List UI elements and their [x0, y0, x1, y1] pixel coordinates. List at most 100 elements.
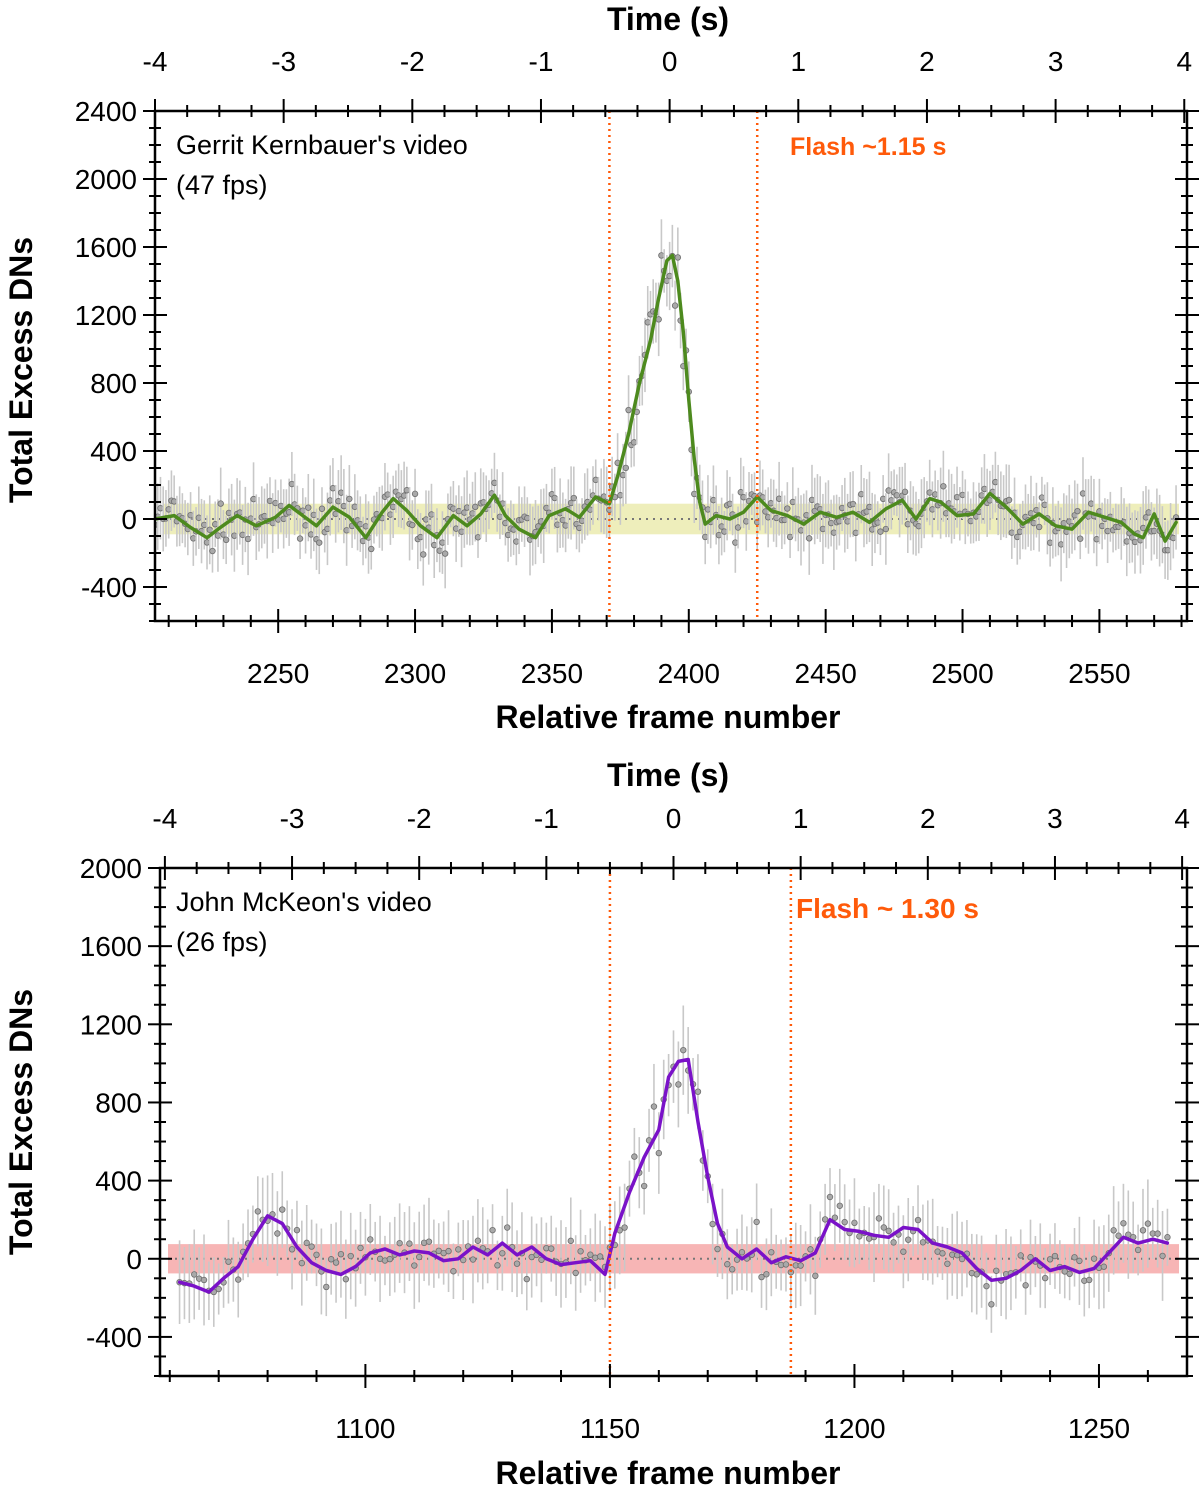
y-tick-label: 2000: [80, 853, 142, 884]
time-axis-title: Time (s): [607, 757, 729, 793]
time-axis-title: Time (s): [607, 1, 729, 37]
data-point: [1164, 1234, 1171, 1241]
data-point: [209, 547, 216, 555]
data-point: [674, 254, 682, 261]
data-point: [675, 1081, 682, 1088]
data-point: [425, 1238, 433, 1245]
data-point: [1074, 507, 1081, 515]
flash-label: Flash ~1.15 s: [790, 133, 946, 161]
y-tick-label: 0: [121, 504, 137, 535]
data-point: [821, 1216, 829, 1223]
data-point: [988, 1301, 995, 1308]
data-point: [671, 302, 679, 309]
data-point: [469, 1256, 477, 1263]
data-point: [225, 1258, 232, 1265]
y-tick-label: 400: [95, 1166, 142, 1197]
y-tick-label: 400: [90, 436, 137, 467]
data-point: [1139, 1227, 1147, 1234]
x-tick-label: 1200: [823, 1413, 885, 1444]
data-point: [254, 1208, 262, 1215]
x-tick-label: 2350: [521, 658, 583, 689]
data-point: [499, 1250, 506, 1257]
data-point: [939, 1250, 946, 1257]
data-point: [709, 1220, 716, 1228]
data-point: [1005, 496, 1013, 504]
data-point: [346, 495, 353, 503]
data-point: [200, 1276, 208, 1284]
data-point: [1071, 1254, 1078, 1261]
data-point: [332, 1259, 340, 1266]
data-point: [694, 1088, 702, 1095]
data-point: [235, 1276, 242, 1283]
data-point: [1090, 1255, 1098, 1262]
data-point: [367, 1236, 374, 1243]
time-tick-label: 1: [793, 803, 809, 834]
data-point: [411, 490, 419, 498]
data-point: [831, 1214, 839, 1221]
y-tick-label: 0: [126, 1244, 142, 1275]
data-point: [836, 1202, 843, 1209]
data-point: [650, 1103, 658, 1110]
data-point: [851, 1219, 858, 1227]
data-point: [807, 1246, 814, 1253]
y-axis-title: Total Excess DNs: [3, 237, 39, 503]
data-point: [323, 1283, 330, 1291]
data-point: [768, 1249, 775, 1256]
data-point: [274, 1230, 281, 1237]
data-point: [782, 1261, 790, 1268]
time-tick-label: 4: [1176, 46, 1192, 77]
data-point: [882, 525, 890, 533]
data-point: [784, 505, 791, 512]
data-point: [625, 406, 632, 414]
x-tick-label: 1250: [1068, 1413, 1130, 1444]
time-tick-label: -1: [534, 803, 559, 834]
data-point: [1134, 1246, 1142, 1254]
time-tick-label: -4: [152, 803, 177, 834]
data-point: [415, 1253, 423, 1261]
y-axis-title: Total Excess DNs: [3, 989, 39, 1255]
data-point: [305, 504, 312, 511]
data-point: [1100, 1263, 1108, 1270]
data-point: [901, 488, 909, 496]
data-point: [217, 500, 224, 507]
data-point: [758, 1273, 765, 1281]
top-panel: 2250 2300 2350 2400 2450 2500 2550 -4 -3 -2 -1 0 1 2 3…: [3, 1, 1199, 735]
data-point: [445, 1247, 452, 1255]
data-point: [222, 536, 230, 544]
data-point: [279, 1206, 286, 1213]
data-point: [411, 1262, 418, 1269]
data-point: [622, 464, 630, 472]
data-point: [587, 1251, 594, 1258]
data-point: [337, 1250, 345, 1258]
data-point: [406, 1240, 413, 1247]
data-point: [724, 1261, 731, 1268]
flash-label: Flash ~ 1.30 s: [796, 893, 979, 924]
data-point: [738, 1249, 746, 1256]
panel-label-title: John McKeon's video: [176, 887, 432, 917]
data-point: [940, 483, 947, 490]
y-tick-label: 1200: [75, 300, 137, 331]
data-point: [1041, 1274, 1049, 1282]
bottom-panel: 1100 1150 1200 1250 -4 -3 -2 -1 0 1 2 3 4 -400 0 400 800…: [3, 757, 1199, 1490]
data-point: [734, 524, 742, 531]
data-point: [1022, 1282, 1029, 1289]
data-point: [474, 1237, 482, 1244]
data-point: [728, 1266, 736, 1273]
time-tick-label: -4: [143, 46, 168, 77]
data-point: [504, 1224, 511, 1231]
data-point: [1066, 1270, 1073, 1278]
smoothed-curve: [177, 1057, 1170, 1294]
time-tick-label: -3: [280, 803, 305, 834]
data-point: [1085, 1276, 1093, 1284]
data-point: [763, 1271, 770, 1278]
data-point: [570, 494, 578, 502]
data-point: [1046, 1256, 1054, 1263]
y-tick-label: 800: [95, 1087, 142, 1118]
y-tick-label: 2400: [75, 96, 137, 127]
data-point: [640, 1182, 648, 1190]
data-point: [215, 1285, 222, 1293]
data-point: [905, 1236, 912, 1243]
data-point: [596, 1253, 604, 1260]
x-tick-label: 2300: [384, 658, 446, 689]
